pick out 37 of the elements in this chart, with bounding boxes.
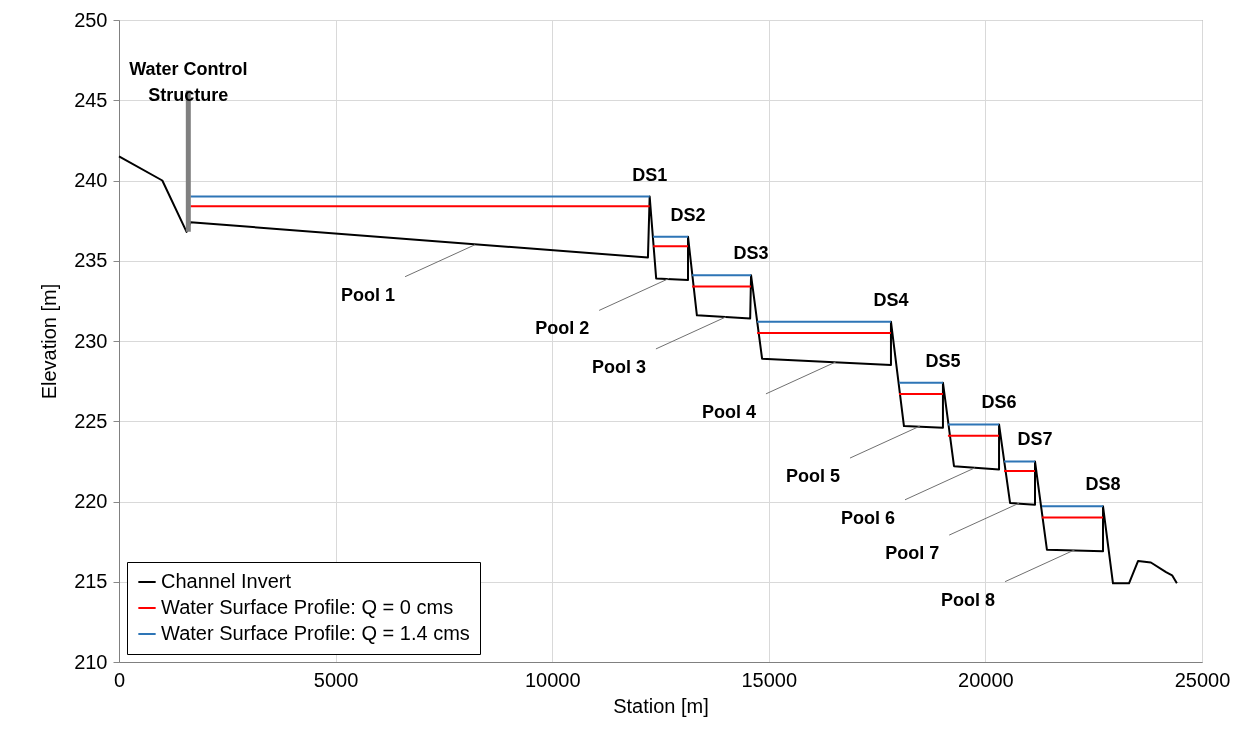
annotation: Water Control Structure [129, 58, 248, 105]
x-tick-label: 15000 [741, 668, 798, 691]
annotation: Pool 5 [785, 466, 840, 487]
x-tick-label: 5000 [313, 668, 359, 691]
x-tick-label: 10000 [524, 668, 581, 691]
legend-label: Water Surface Profile: Q = 0 cms [161, 596, 454, 618]
y-tick-label: 215 [74, 570, 108, 593]
y-tick-label: 230 [74, 329, 108, 352]
annotation: DS6 [981, 392, 1017, 413]
x-axis-title: Station [m] [613, 694, 709, 717]
y-tick-label: 245 [74, 88, 108, 111]
annotation: Pool 4 [701, 401, 756, 422]
y-tick-label: 225 [74, 409, 108, 432]
y-tick-label: 235 [74, 249, 108, 272]
annotation: DS3 [733, 243, 769, 264]
y-tick-label: 250 [74, 8, 108, 31]
annotation: DS1 [632, 164, 668, 185]
annotation: Pool 1 [341, 284, 396, 305]
y-tick-label: 220 [74, 490, 108, 512]
legend-label: Channel Invert [161, 570, 292, 592]
annotation: DS2 [670, 204, 706, 225]
x-tick-label: 20000 [958, 668, 1014, 691]
annotation: Pool 3 [591, 356, 646, 377]
x-tick-label: 0 [113, 668, 126, 691]
legend-label: Water Surface Profile: Q = 1.4 cms [161, 622, 470, 644]
annotation: DS4 [873, 289, 909, 310]
annotation: Pool 7 [885, 543, 940, 564]
annotation: Pool 2 [535, 318, 590, 339]
annotation: DS5 [925, 350, 961, 371]
y-axis-title: Elevation [m] [38, 283, 61, 400]
annotation: DS8 [1085, 474, 1121, 495]
annotation: Pool 8 [941, 589, 996, 610]
annotation: Pool 6 [840, 507, 895, 528]
y-tick-label: 210 [74, 650, 108, 673]
annotation: DS7 [1017, 429, 1053, 450]
y-tick-label: 240 [74, 169, 108, 191]
x-tick-label: 25000 [1174, 668, 1231, 691]
